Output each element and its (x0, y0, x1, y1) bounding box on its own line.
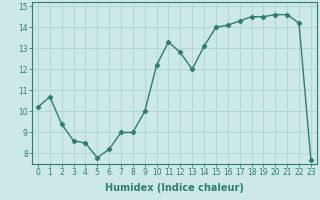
X-axis label: Humidex (Indice chaleur): Humidex (Indice chaleur) (105, 183, 244, 193)
